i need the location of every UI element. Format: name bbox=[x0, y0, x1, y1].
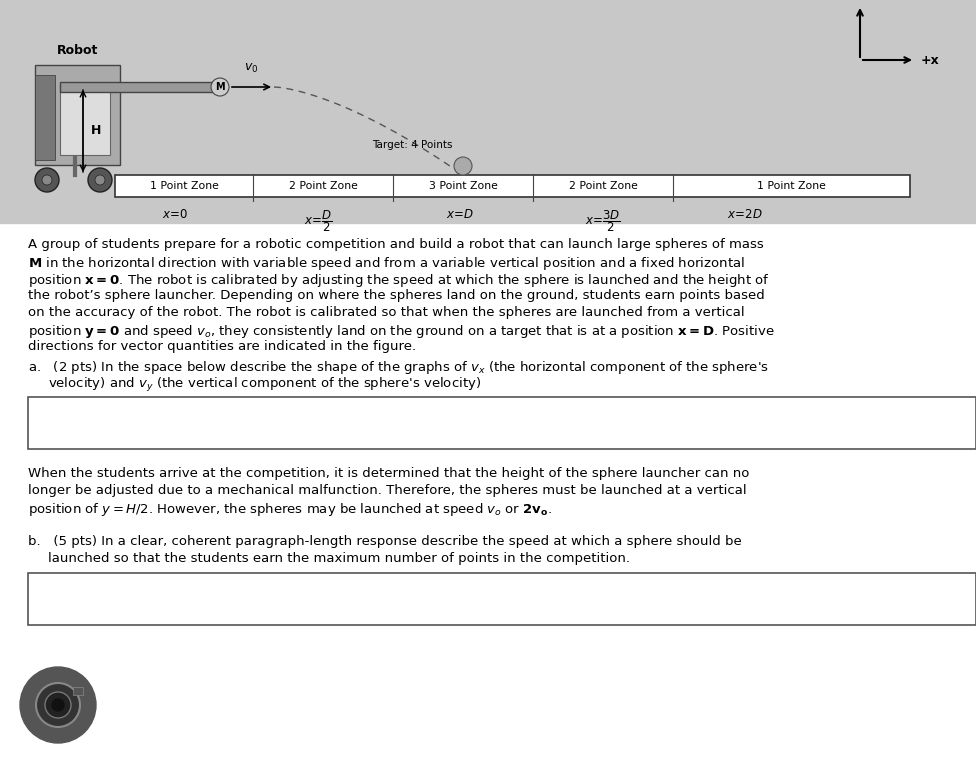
Text: $x\!=\!\dfrac{D}{2}$: $x\!=\!\dfrac{D}{2}$ bbox=[304, 208, 333, 233]
Text: position $\mathbf{y = 0}$ and speed $v_o$, they consistently land on the ground : position $\mathbf{y = 0}$ and speed $v_o… bbox=[28, 323, 775, 340]
Text: position of $y = H/2$. However, the spheres may be launched at speed $v_o$ or $\: position of $y = H/2$. However, the sphe… bbox=[28, 501, 552, 518]
Text: position $\mathbf{x = 0}$. The robot is calibrated by adjusting the speed at whi: position $\mathbf{x = 0}$. The robot is … bbox=[28, 272, 769, 289]
Text: $\mathbf{M}$ in the horizontal direction with variable speed and from a variable: $\mathbf{M}$ in the horizontal direction… bbox=[28, 255, 745, 272]
Bar bbox=[0, 0, 976, 223]
Bar bbox=[28, 397, 976, 449]
Circle shape bbox=[95, 175, 105, 185]
Circle shape bbox=[20, 667, 96, 743]
Circle shape bbox=[45, 692, 71, 718]
Bar bbox=[60, 82, 215, 92]
Bar bbox=[115, 175, 910, 197]
Bar bbox=[0, 223, 976, 763]
Bar bbox=[73, 687, 83, 695]
Circle shape bbox=[36, 683, 80, 727]
Text: M: M bbox=[215, 82, 224, 92]
Bar bbox=[35, 75, 55, 160]
Text: 3 Point Zone: 3 Point Zone bbox=[428, 181, 498, 191]
Circle shape bbox=[42, 175, 52, 185]
Text: 2 Point Zone: 2 Point Zone bbox=[569, 181, 637, 191]
Text: velocity) and $v_y$ (the vertical component of the sphere's velocity): velocity) and $v_y$ (the vertical compon… bbox=[48, 376, 481, 394]
Text: When the students arrive at the competition, it is determined that the height of: When the students arrive at the competit… bbox=[28, 467, 750, 480]
Bar bbox=[35, 65, 120, 165]
Circle shape bbox=[211, 78, 229, 96]
Text: 1 Point Zone: 1 Point Zone bbox=[757, 181, 826, 191]
Text: directions for vector quantities are indicated in the figure.: directions for vector quantities are ind… bbox=[28, 340, 416, 353]
Text: b.   (5 pts) In a clear, coherent paragraph-length response describe the speed a: b. (5 pts) In a clear, coherent paragrap… bbox=[28, 535, 742, 548]
Text: +x: +x bbox=[921, 53, 940, 66]
Circle shape bbox=[35, 168, 59, 192]
Text: $x\!=\!2D$: $x\!=\!2D$ bbox=[727, 208, 763, 221]
Circle shape bbox=[52, 699, 64, 711]
Text: Target: 4 Points: Target: 4 Points bbox=[373, 140, 453, 150]
Text: longer be adjusted due to a mechanical malfunction. Therefore, the spheres must : longer be adjusted due to a mechanical m… bbox=[28, 484, 747, 497]
Text: 2 Point Zone: 2 Point Zone bbox=[289, 181, 357, 191]
Text: $x\!=\!0$: $x\!=\!0$ bbox=[162, 208, 188, 221]
Text: launched so that the students earn the maximum number of points in the competiti: launched so that the students earn the m… bbox=[48, 552, 630, 565]
Bar bbox=[60, 85, 110, 155]
Bar bbox=[28, 573, 976, 625]
Text: on the accuracy of the robot. The robot is calibrated so that when the spheres a: on the accuracy of the robot. The robot … bbox=[28, 306, 745, 319]
Circle shape bbox=[454, 157, 472, 175]
Text: the robot’s sphere launcher. Depending on where the spheres land on the ground, : the robot’s sphere launcher. Depending o… bbox=[28, 289, 765, 302]
Text: 1 Point Zone: 1 Point Zone bbox=[149, 181, 219, 191]
Text: a.   (2 pts) In the space below describe the shape of the graphs of $v_x$ (the h: a. (2 pts) In the space below describe t… bbox=[28, 359, 769, 376]
Circle shape bbox=[88, 168, 112, 192]
Text: Robot: Robot bbox=[57, 44, 99, 57]
Text: $x\!=\!D$: $x\!=\!D$ bbox=[446, 208, 474, 221]
Text: $v_0$: $v_0$ bbox=[244, 62, 259, 75]
Text: $x\!=\!\dfrac{3D}{2}$: $x\!=\!\dfrac{3D}{2}$ bbox=[585, 208, 621, 233]
Text: A group of students prepare for a robotic competition and build a robot that can: A group of students prepare for a roboti… bbox=[28, 238, 764, 251]
Text: H: H bbox=[91, 124, 102, 137]
